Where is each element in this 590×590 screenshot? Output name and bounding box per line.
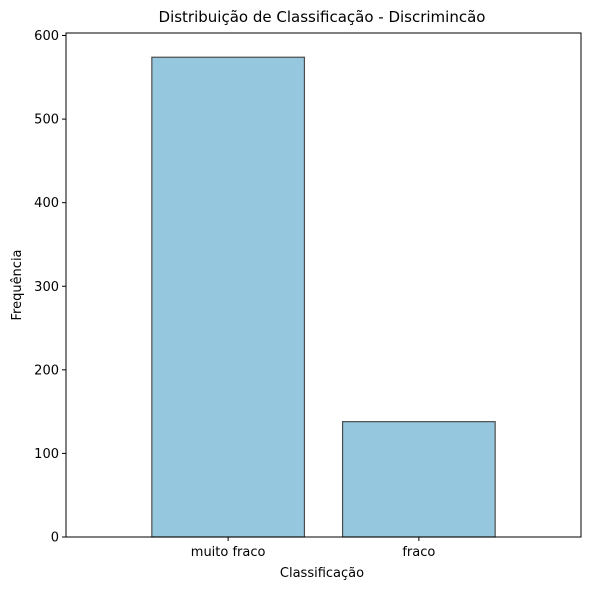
x-axis-ticks: muito fraco fraco <box>191 537 435 560</box>
y-tick-label: 500 <box>34 113 59 128</box>
bars-group <box>151 56 496 538</box>
y-tick-label: 400 <box>34 196 59 211</box>
plot-frame <box>65 32 582 538</box>
x-tick-label: muito fraco <box>191 545 266 560</box>
y-axis-ticks: 0 100 200 300 400 500 600 <box>34 29 66 546</box>
x-tick-label: fraco <box>402 545 435 560</box>
y-tick-label: 0 <box>51 531 59 546</box>
y-tick-label: 200 <box>34 363 59 378</box>
bar-fraco <box>341 421 496 538</box>
y-tick-label: 600 <box>34 29 59 44</box>
y-tick-label: 100 <box>34 447 59 462</box>
x-axis-label: Classificação <box>280 566 364 581</box>
bar-muito-fraco <box>151 56 306 538</box>
y-axis-label: Frequência <box>10 249 25 320</box>
y-tick-label: 300 <box>34 280 59 295</box>
chart-title: Distribuição de Classificação - Discrimi… <box>159 8 486 26</box>
